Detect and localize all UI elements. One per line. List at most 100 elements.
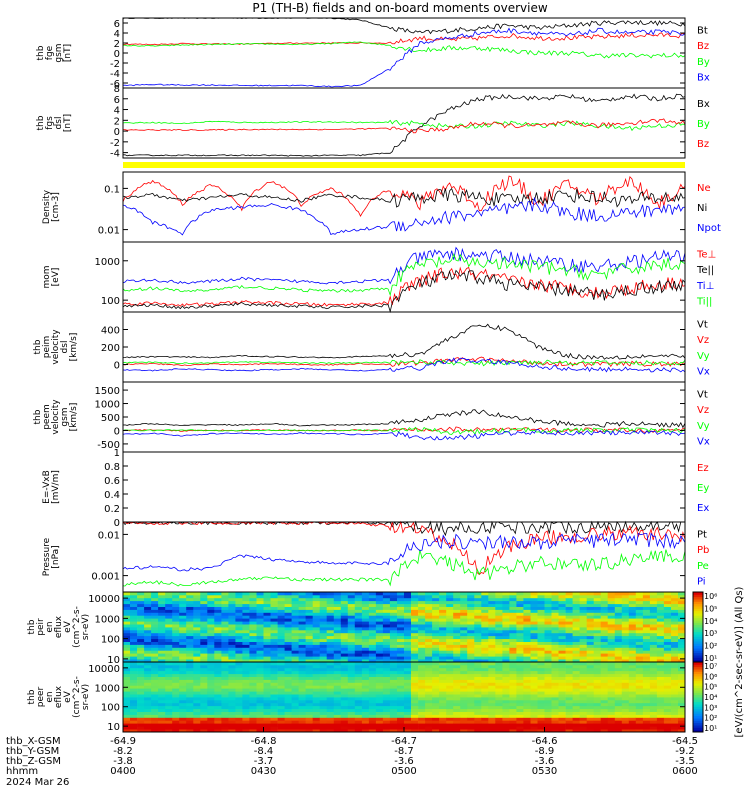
heatmap-cell — [130, 659, 138, 663]
heatmap-cell — [474, 682, 482, 686]
heatmap-cell — [158, 644, 166, 648]
heatmap-cell — [221, 632, 229, 637]
heatmap-cell — [221, 629, 229, 634]
heatmap-cell — [172, 685, 180, 689]
y-tick-label: 10 — [107, 722, 120, 733]
y-tick-label: 500 — [101, 413, 120, 424]
heatmap-cell — [397, 615, 405, 619]
heatmap-cell — [319, 682, 328, 686]
heatmap-cell — [460, 673, 468, 677]
heatmap-cell — [207, 627, 215, 631]
heatmap-cell — [368, 641, 377, 645]
heatmap-cell — [614, 711, 623, 715]
heatmap-cell — [382, 647, 391, 651]
heatmap-cell — [144, 656, 152, 660]
heatmap-cell — [558, 650, 566, 654]
heatmap-cell — [137, 662, 145, 666]
heatmap-cell — [565, 609, 573, 613]
heatmap-cell — [193, 729, 201, 733]
heatmap-cell — [411, 592, 419, 596]
heatmap-cell — [565, 708, 573, 712]
heatmap-cell — [361, 694, 370, 698]
heatmap-cell — [291, 723, 299, 727]
y-axis-label: E=-VxB — [42, 470, 52, 504]
heatmap-cell — [495, 653, 503, 657]
heatmap-cell — [558, 635, 566, 640]
heatmap-cell — [586, 711, 595, 715]
heatmap-cell — [516, 592, 524, 596]
heatmap-cell — [635, 609, 644, 613]
heatmap-cell — [481, 717, 489, 721]
heatmap-cell — [207, 676, 215, 680]
heatmap-cell — [432, 618, 440, 622]
heatmap-cell — [453, 615, 461, 619]
heatmap-cell — [312, 714, 321, 718]
heatmap-cell — [671, 650, 679, 654]
heatmap-cell — [446, 679, 454, 683]
heatmap-cell — [242, 711, 250, 715]
heatmap-cell — [628, 694, 637, 698]
heatmap-cell — [312, 644, 321, 648]
heatmap-cell — [565, 697, 573, 701]
heatmap-cell — [382, 708, 391, 712]
heatmap-cell — [200, 618, 208, 622]
heatmap-cell — [607, 641, 616, 645]
heatmap-cell — [151, 612, 159, 616]
heatmap-cell — [228, 635, 236, 640]
heatmap-cell — [256, 647, 264, 651]
heatmap-cell — [130, 615, 138, 619]
heatmap-cell — [144, 627, 152, 631]
heatmap-cell — [621, 656, 630, 660]
heatmap-cell — [432, 650, 440, 654]
heatmap-cell — [600, 627, 609, 631]
heatmap-cell — [130, 592, 138, 596]
colorbar-segment — [693, 690, 703, 693]
heatmap-cell — [158, 702, 166, 707]
heatmap-cell — [172, 638, 180, 642]
heatmap-cell — [467, 653, 475, 657]
heatmap-cell — [256, 594, 264, 599]
heatmap-cell — [516, 644, 524, 648]
heatmap-cell — [284, 650, 292, 654]
legend-entry-Bx: Bx — [697, 72, 710, 83]
heatmap-cell — [137, 612, 145, 616]
heatmap-cell — [418, 638, 426, 642]
heatmap-cell — [537, 723, 545, 727]
heatmap-cell — [397, 606, 405, 610]
heatmap-cell — [340, 644, 349, 648]
heatmap-cell — [523, 688, 531, 692]
heatmap-cell — [277, 691, 285, 695]
heatmap-cell — [123, 664, 131, 669]
heatmap-cell — [656, 656, 665, 660]
heatmap-cell — [439, 676, 447, 680]
heatmap-cell — [123, 726, 131, 730]
heatmap-cell — [663, 714, 672, 718]
heatmap-cell — [333, 618, 342, 622]
heatmap-cell — [368, 597, 377, 602]
heatmap-cell — [502, 691, 510, 695]
heatmap-cell — [467, 726, 475, 730]
heatmap-cell — [565, 627, 573, 631]
heatmap-cell — [488, 641, 496, 645]
heatmap-cell — [397, 653, 405, 657]
heatmap-cell — [593, 679, 602, 683]
heatmap-cell — [179, 635, 187, 640]
heatmap-cell — [663, 627, 672, 631]
heatmap-cell — [467, 632, 475, 637]
heatmap-cell — [200, 609, 208, 613]
heatmap-cell — [404, 682, 412, 686]
heatmap-cell — [333, 592, 342, 596]
heatmap-cell — [326, 688, 335, 692]
heatmap-cell — [530, 632, 538, 637]
heatmap-cell — [284, 621, 292, 625]
heatmap-cell — [551, 729, 559, 733]
heatmap-cell — [671, 612, 679, 616]
heatmap-cell — [200, 603, 208, 607]
heatmap-cell — [432, 682, 440, 686]
heatmap-cell — [495, 597, 503, 602]
heatmap-cell — [368, 720, 377, 724]
heatmap-cell — [467, 676, 475, 680]
heatmap-cell — [404, 685, 412, 689]
heatmap-cell — [193, 650, 201, 654]
heatmap-cell — [158, 635, 166, 640]
